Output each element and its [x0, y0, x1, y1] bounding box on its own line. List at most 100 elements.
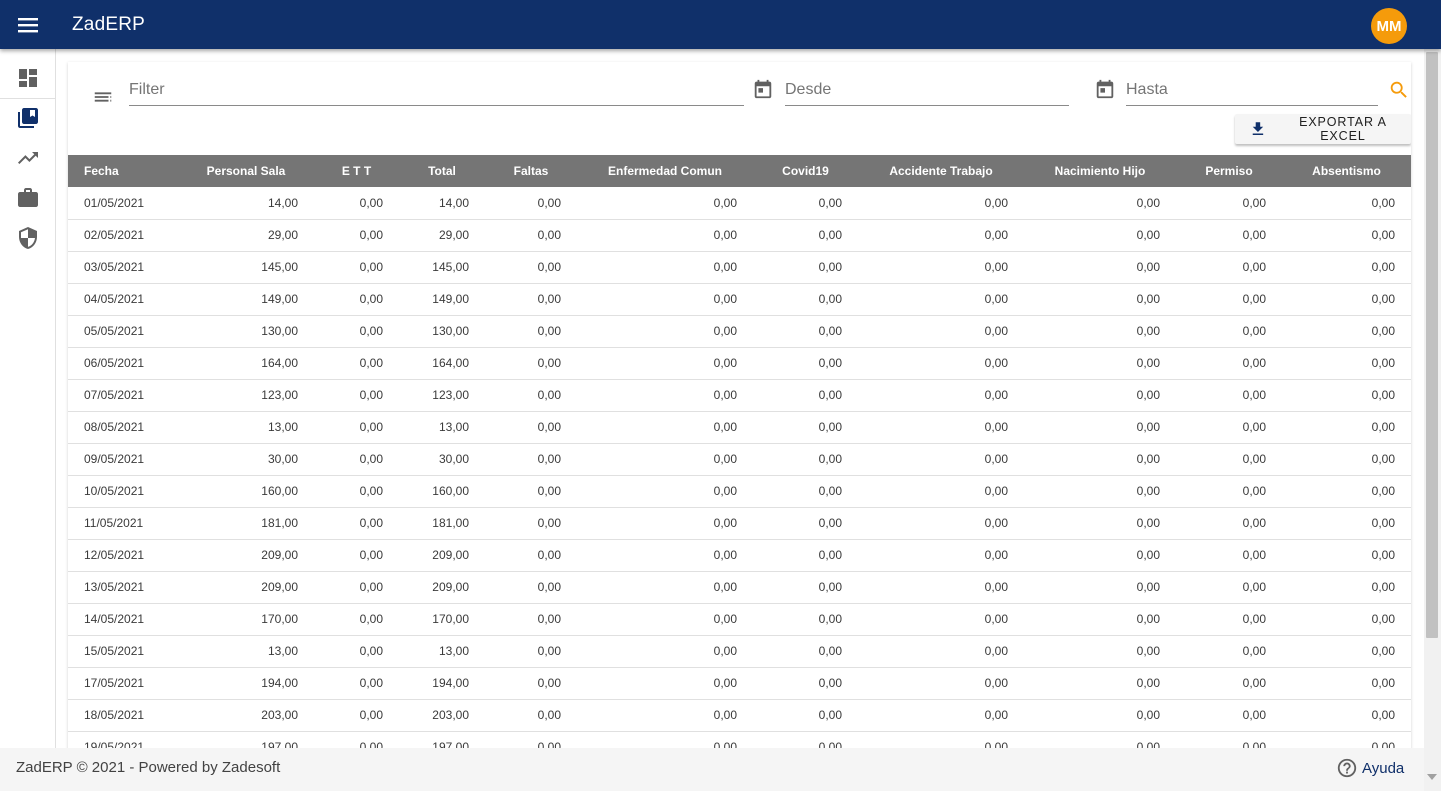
table-row[interactable]: 09/05/2021 30,00 0,00 30,00 0,00 0,00 0,00 0,00…: [68, 443, 1411, 475]
table-cell: 0,00: [1371, 388, 1395, 402]
table-row[interactable]: 10/05/2021 160,00 0,00 160,00 0,00 0,00 0,00 0,…: [68, 475, 1411, 507]
table-cell: 130,00: [261, 324, 298, 338]
column-header[interactable]: E T T: [341, 164, 372, 178]
filter-input[interactable]: [129, 76, 744, 104]
column-header[interactable]: Covid19: [782, 164, 829, 178]
table-cell: 0,00: [1242, 484, 1266, 498]
table-row[interactable]: 01/05/2021 14,00 0,00 14,00 0,00 0,00 0,00 0,00…: [68, 187, 1411, 219]
column-header[interactable]: Personal Sala: [206, 164, 286, 178]
table-row[interactable]: 02/05/2021 29,00 0,00 29,00 0,00 0,00 0,00 0,00…: [68, 219, 1411, 251]
desde-input[interactable]: [785, 76, 1069, 104]
scroll-down-arrow-icon[interactable]: [1427, 774, 1437, 780]
table-header-row: Fecha Personal Sala E T T Total Faltas E…: [68, 155, 1411, 187]
table-cell: 0,00: [984, 580, 1008, 594]
column-header[interactable]: Total: [428, 164, 456, 178]
hasta-input[interactable]: [1126, 76, 1378, 104]
table-cell: 181,00: [432, 516, 469, 530]
table-cell: 12/05/2021: [84, 548, 145, 562]
table-cell: 0,00: [1371, 324, 1395, 338]
scrollbar-thumb[interactable]: [1426, 52, 1438, 638]
table-cell: 0,00: [984, 484, 1008, 498]
table-cell: 0,00: [713, 420, 737, 434]
table-cell: 209,00: [261, 580, 298, 594]
table-cell: 0,00: [818, 260, 842, 274]
search-icon[interactable]: [1388, 79, 1410, 101]
table-cell: 0,00: [713, 324, 737, 338]
table-row[interactable]: 11/05/2021 181,00 0,00 181,00 0,00 0,00 0,00 0,…: [68, 507, 1411, 539]
table-row[interactable]: 13/05/2021 209,00 0,00 209,00 0,00 0,00 0,00 0,…: [68, 571, 1411, 603]
footer: ZadERP © 2021 - Powered by Zadesoft Ayud…: [0, 748, 1424, 791]
export-excel-button[interactable]: EXPORTAR A EXCEL: [1235, 114, 1411, 144]
table-cell: 17/05/2021: [84, 676, 145, 690]
table-cell: 0,00: [984, 612, 1008, 626]
table-cell: 0,00: [984, 260, 1008, 274]
table-row[interactable]: 12/05/2021 209,00 0,00 209,00 0,00 0,00 0,00 0,…: [68, 539, 1411, 571]
table-cell: 194,00: [432, 676, 469, 690]
table-cell: 0,00: [537, 676, 561, 690]
table-cell: 0,00: [1242, 260, 1266, 274]
column-header[interactable]: Enfermedad Comun: [607, 164, 722, 178]
nav-item-library[interactable]: [14, 104, 42, 132]
table-row[interactable]: 07/05/2021 123,00 0,00 123,00 0,00 0,00 0,00 0,…: [68, 379, 1411, 411]
table-cell: 0,00: [537, 644, 561, 658]
table-cell: 0,00: [1136, 356, 1160, 370]
filter-list-icon: [94, 92, 112, 102]
table-cell: 0,00: [713, 708, 737, 722]
table-cell: 0,00: [713, 228, 737, 242]
table-cell: 0,00: [1136, 644, 1160, 658]
table-cell: 0,00: [713, 292, 737, 306]
table-row[interactable]: 06/05/2021 164,00 0,00 164,00 0,00 0,00 0,00 0,…: [68, 347, 1411, 379]
table-cell: 0,00: [1136, 676, 1160, 690]
column-header[interactable]: Permiso: [1205, 164, 1253, 178]
nav-item-dashboard[interactable]: [14, 64, 42, 92]
table-row[interactable]: 04/05/2021 149,00 0,00 149,00 0,00 0,00 0,00 0,…: [68, 283, 1411, 315]
table-row[interactable]: 17/05/2021 194,00 0,00 194,00 0,00 0,00 0,00 0,…: [68, 667, 1411, 699]
table-cell: 13,00: [267, 644, 298, 658]
table-cell: 0,00: [818, 548, 842, 562]
table-row[interactable]: 15/05/2021 13,00 0,00 13,00 0,00 0,00 0,00 0,00…: [68, 635, 1411, 667]
table-cell: 0,00: [818, 452, 842, 466]
table-cell: 145,00: [261, 260, 298, 274]
column-header[interactable]: Fecha: [84, 164, 119, 178]
table-cell: 08/05/2021: [84, 420, 145, 434]
menu-icon[interactable]: [14, 12, 42, 38]
table-row[interactable]: 14/05/2021 170,00 0,00 170,00 0,00 0,00 0,00 0,…: [68, 603, 1411, 635]
column-header[interactable]: Absentismo: [1312, 164, 1381, 178]
table-cell: 0,00: [359, 708, 383, 722]
table-cell: 0,00: [359, 580, 383, 594]
table-cell: 0,00: [713, 356, 737, 370]
table-cell: 0,00: [1136, 484, 1160, 498]
table-cell: 0,00: [1242, 548, 1266, 562]
table-cell: 0,00: [1242, 644, 1266, 658]
nav-item-trends[interactable]: [14, 144, 42, 172]
column-header[interactable]: Accidente Trabajo: [889, 164, 993, 178]
table-row[interactable]: 03/05/2021 145,00 0,00 145,00 0,00 0,00 0,00 0,…: [68, 251, 1411, 283]
calendar-icon[interactable]: [1094, 78, 1116, 100]
nav-item-security[interactable]: [14, 224, 42, 252]
calendar-icon[interactable]: [752, 78, 774, 100]
table-cell: 0,00: [1371, 516, 1395, 530]
table-cell: 0,00: [359, 324, 383, 338]
table-row[interactable]: 18/05/2021 203,00 0,00 203,00 0,00 0,00 0,00 0,…: [68, 699, 1411, 731]
column-header[interactable]: Nacimiento Hijo: [1054, 164, 1146, 178]
table-cell: 0,00: [1371, 356, 1395, 370]
table-cell: 0,00: [818, 420, 842, 434]
table-cell: 10/05/2021: [84, 484, 145, 498]
app-title: ZadERP: [72, 14, 146, 35]
table-cell: 130,00: [432, 324, 469, 338]
table-row[interactable]: 08/05/2021 13,00 0,00 13,00 0,00 0,00 0,00 0,00…: [68, 411, 1411, 443]
table-cell: 0,00: [537, 260, 561, 274]
table-cell: 18/05/2021: [84, 708, 145, 722]
table-cell: 0,00: [537, 356, 561, 370]
table-cell: 0,00: [359, 292, 383, 306]
nav-item-work[interactable]: [14, 184, 42, 212]
hasta-field: [1126, 76, 1378, 106]
table-cell: 0,00: [1371, 612, 1395, 626]
table-row[interactable]: 05/05/2021 130,00 0,00 130,00 0,00 0,00 0,00 0,…: [68, 315, 1411, 347]
help-link[interactable]: Ayuda: [1336, 757, 1404, 779]
column-header[interactable]: Faltas: [513, 164, 549, 178]
table-cell: 0,00: [1242, 516, 1266, 530]
trending-up-icon: [18, 152, 38, 164]
user-avatar[interactable]: MM: [1371, 8, 1407, 44]
table-cell: 0,00: [818, 388, 842, 402]
